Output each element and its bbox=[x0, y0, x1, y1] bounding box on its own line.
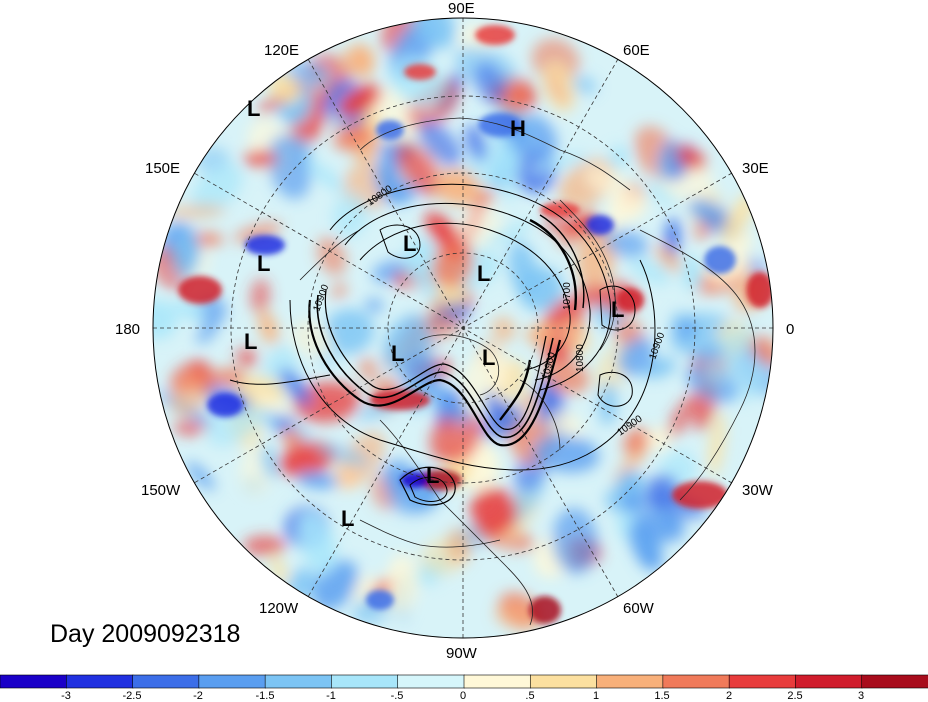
lon-label-150e: 150E bbox=[145, 160, 180, 177]
anomaly-field bbox=[153, 18, 773, 638]
colorbar-swatch bbox=[596, 674, 664, 689]
lon-label-180: 180 bbox=[115, 321, 140, 338]
colorbar: -3 -2.5 -2 -1.5 -1 -.5 0 .5 1 1.5 2 2.5 … bbox=[0, 674, 928, 702]
map-title: Day 2009092318 bbox=[50, 620, 241, 648]
colorbar-tick: -2.5 bbox=[123, 690, 142, 702]
colorbar-tick: 1.5 bbox=[654, 690, 669, 702]
colorbar-swatch bbox=[132, 674, 200, 689]
colorbar-tick: .5 bbox=[525, 690, 534, 702]
colorbar-tick: -1.5 bbox=[256, 690, 275, 702]
map-boundary bbox=[152, 17, 774, 639]
colorbar-swatch bbox=[861, 674, 928, 689]
low-center-marker: L bbox=[403, 231, 416, 256]
lon-label-90w: 90W bbox=[446, 645, 478, 662]
low-center-marker: L bbox=[477, 261, 490, 286]
lon-label-30w: 30W bbox=[742, 482, 774, 499]
colorbar-swatch bbox=[795, 674, 863, 689]
lon-label-30e: 30E bbox=[742, 160, 769, 177]
lon-label-120w: 120W bbox=[259, 600, 299, 617]
low-center-marker: L bbox=[611, 297, 624, 322]
lon-label-120e: 120E bbox=[264, 42, 299, 59]
colorbar-swatch bbox=[463, 674, 532, 689]
colorbar-swatch bbox=[662, 674, 730, 689]
colorbar-swatch bbox=[331, 674, 399, 689]
colorbar-tick: -2 bbox=[193, 690, 203, 702]
low-center-marker: L bbox=[257, 251, 270, 276]
lon-label-60w: 60W bbox=[623, 600, 655, 617]
colorbar-tick: 1 bbox=[593, 690, 599, 702]
low-center-marker: L bbox=[341, 506, 354, 531]
colorbar-tick: 2 bbox=[726, 690, 732, 702]
colorbar-swatch bbox=[264, 674, 333, 689]
colorbar-ticks: -3 -2.5 -2 -1.5 -1 -.5 0 .5 1 1.5 2 2.5 … bbox=[61, 690, 864, 702]
colorbar-swatch bbox=[397, 674, 465, 689]
colorbar-swatch bbox=[728, 674, 797, 689]
lon-label-150w: 150W bbox=[141, 482, 181, 499]
colorbar-swatch bbox=[198, 674, 266, 689]
colorbar-tick: -1 bbox=[326, 690, 336, 702]
colorbar-tick: 2.5 bbox=[787, 690, 802, 702]
low-center-marker: L bbox=[426, 463, 439, 488]
colorbar-tick: 0 bbox=[460, 690, 466, 702]
colorbar-tick: -3 bbox=[61, 690, 71, 702]
colorbar-swatch bbox=[0, 674, 68, 689]
contour-label: 10800 bbox=[575, 344, 586, 372]
graticule bbox=[153, 18, 773, 638]
colorbar-swatches bbox=[0, 674, 928, 689]
low-center-marker: L bbox=[482, 345, 495, 370]
contour-label: 10700 bbox=[562, 282, 573, 310]
lon-label-90e: 90E bbox=[448, 0, 475, 17]
lon-label-0: 0 bbox=[786, 321, 794, 338]
low-center-marker: L bbox=[391, 341, 404, 366]
low-center-marker: L bbox=[244, 329, 257, 354]
lon-label-60e: 60E bbox=[623, 42, 650, 59]
low-center-marker: L bbox=[247, 96, 260, 121]
colorbar-tick: 3 bbox=[858, 690, 864, 702]
colorbar-swatch bbox=[529, 674, 598, 689]
longitude-labels: 90E 60E 30E 0 30W 60W 90W 120W 150W 180 … bbox=[115, 0, 794, 662]
colorbar-swatch bbox=[65, 674, 134, 689]
height-contours bbox=[229, 183, 656, 506]
colorbar-tick: -.5 bbox=[391, 690, 404, 702]
pressure-centers: L L L L L L L L L H L bbox=[244, 96, 624, 531]
high-center-marker: H bbox=[510, 116, 526, 141]
